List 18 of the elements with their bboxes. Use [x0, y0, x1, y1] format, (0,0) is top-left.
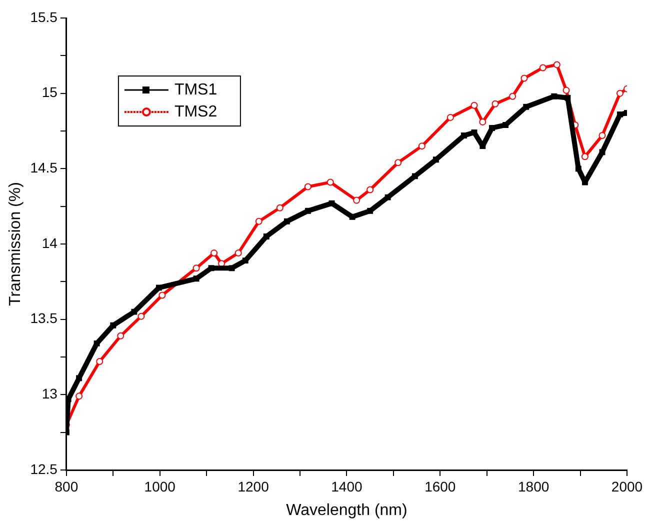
x-tick-label: 1600	[424, 478, 456, 494]
legend-label: TMS1	[174, 81, 218, 98]
x-tick-label: 2000	[611, 478, 643, 494]
x-axis-title: Wavelength (nm)	[286, 502, 408, 519]
x-tick-label: 1200	[238, 478, 270, 494]
y-tick-label: 14	[42, 234, 58, 251]
y-tick-label: 15	[42, 84, 58, 100]
y-tick-label: 13.5	[30, 310, 58, 326]
x-tick-label: 1800	[518, 478, 550, 494]
y-tick-label: 14.5	[30, 160, 58, 176]
y-tick-label: 15.5	[30, 8, 58, 25]
legend-label: TMS2	[174, 103, 218, 120]
x-tick-label: 800	[54, 478, 78, 494]
y-tick-label: 12.5	[30, 460, 58, 477]
y-tick-label: 13	[42, 386, 58, 402]
x-tick-label: 1400	[331, 478, 363, 494]
y-axis-title: Transmission (%)	[7, 182, 24, 306]
x-tick-label: 1000	[144, 478, 176, 494]
